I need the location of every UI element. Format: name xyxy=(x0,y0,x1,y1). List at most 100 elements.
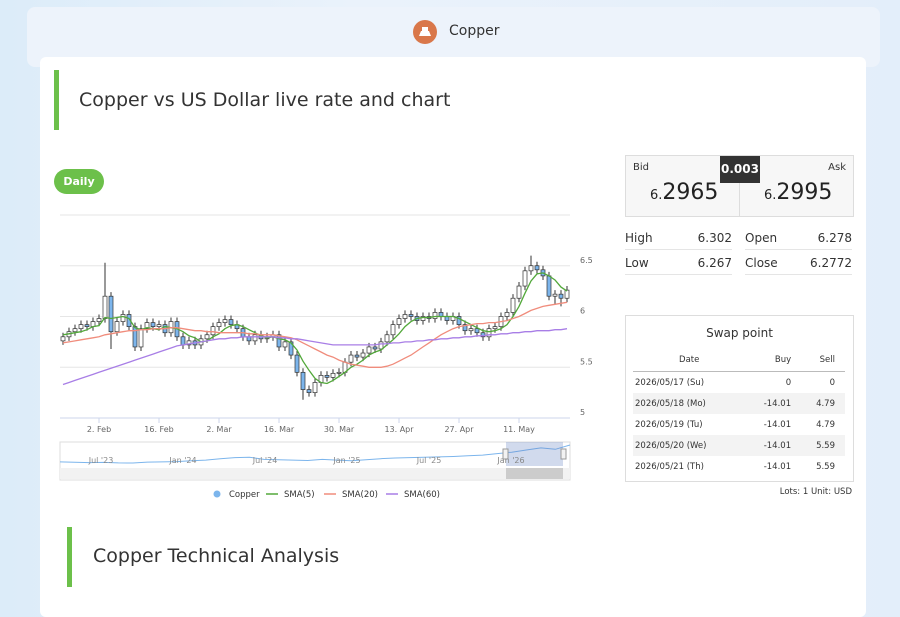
candle-body xyxy=(60,336,66,342)
candle-body xyxy=(72,328,78,333)
navigator-label: Jul '24 xyxy=(252,456,278,465)
y-tick-label: 5 xyxy=(580,408,585,417)
candle-body xyxy=(390,324,396,336)
stat-value: 6.302 xyxy=(697,231,732,245)
navigator-label: Jan '24 xyxy=(168,456,196,465)
swap-row: 2026/05/20 (We) -14.01 5.59 xyxy=(633,435,845,456)
candle-body xyxy=(456,316,462,325)
stat-label: Low xyxy=(625,256,649,270)
candle-body xyxy=(354,354,360,358)
legend-label[interactable]: SMA(60) xyxy=(404,490,440,500)
navigator-label: Jan '25 xyxy=(332,456,360,465)
legend-label[interactable]: Copper xyxy=(229,490,260,500)
candle-body xyxy=(408,314,414,317)
candle-body xyxy=(312,382,318,393)
swap-cell: 5.59 xyxy=(801,435,845,456)
candle-body xyxy=(462,324,468,332)
candle-body xyxy=(546,275,552,297)
candle-body xyxy=(558,293,564,299)
copper-icon xyxy=(413,20,437,44)
swap-cell: 0 xyxy=(829,377,835,388)
ask-panel: Ask 6.2995 xyxy=(740,156,853,216)
candle-body xyxy=(564,289,570,299)
candle-body xyxy=(330,372,336,378)
x-tick-label: 30. Mar xyxy=(324,425,355,434)
candle-body xyxy=(102,295,108,319)
stat-value: 6.278 xyxy=(817,231,852,245)
swap-cell: 0 xyxy=(785,377,792,388)
swap-title: Swap point xyxy=(706,326,773,340)
navigator-label: Jul '25 xyxy=(416,456,442,465)
navigator-handle xyxy=(502,448,509,460)
candle-body xyxy=(294,354,300,373)
accent-bar xyxy=(54,70,59,130)
candle-body xyxy=(120,314,126,322)
section-title: Copper Technical Analysis xyxy=(93,545,340,567)
navigator-label: Jan '26 xyxy=(496,456,524,465)
stat-label: Open xyxy=(745,231,778,245)
y-tick-label: 6 xyxy=(580,307,585,316)
navigator-window xyxy=(506,442,563,466)
legend-label[interactable]: SMA(20) xyxy=(342,490,378,500)
navigator-handle xyxy=(560,448,567,460)
candle-body xyxy=(522,270,528,287)
x-tick-label: 16. Mar xyxy=(264,425,295,434)
swap-cell: 2026/05/20 (We) xyxy=(633,435,745,456)
navigator-frame xyxy=(59,441,571,481)
candle-body xyxy=(510,297,516,313)
candle-body xyxy=(372,346,378,350)
candle-body xyxy=(534,265,540,271)
swap-cell: -14.01 xyxy=(744,393,802,414)
candle-body xyxy=(474,328,480,334)
stat-label: High xyxy=(625,231,653,245)
stat-value: 6.2772 xyxy=(810,256,852,270)
swap-cell: 2026/05/17 (Su) xyxy=(635,377,705,388)
swap-row: 2026/05/17 (Su) 0 0 xyxy=(633,372,845,394)
sma-line xyxy=(62,328,568,386)
candle-body xyxy=(324,375,330,378)
scrollbar-thumb xyxy=(506,468,563,479)
legend-marker xyxy=(213,490,221,498)
candle-body xyxy=(180,336,186,346)
navigator-label: Jul '23 xyxy=(88,456,114,465)
period-button[interactable]: Daily xyxy=(54,169,104,194)
x-tick-label: 11. May xyxy=(503,425,535,434)
ask-label: Ask xyxy=(828,162,846,173)
candle-body xyxy=(528,265,534,272)
candle-body xyxy=(480,332,486,338)
candle-body xyxy=(492,326,498,330)
candle-body xyxy=(96,318,102,322)
candle-body xyxy=(216,322,222,327)
swap-cell: -14.01 xyxy=(763,461,792,472)
candle-body xyxy=(114,321,120,333)
bid-lead: 6. xyxy=(650,188,663,203)
swap-cell: 4.79 xyxy=(816,419,835,430)
bid-price: 6.2965 xyxy=(650,180,718,205)
legend-label[interactable]: SMA(5) xyxy=(284,490,315,500)
candle-body xyxy=(78,324,84,330)
sma-line xyxy=(62,272,568,385)
header-title: Copper xyxy=(449,23,500,39)
navigator-line xyxy=(59,444,571,464)
x-tick-label: 13. Apr xyxy=(384,425,414,434)
stat-row: Low 6.267 xyxy=(625,252,732,275)
candle-body xyxy=(366,346,372,354)
candle-body xyxy=(486,328,492,338)
column-header: Buy xyxy=(744,348,802,372)
candle-body xyxy=(306,389,312,393)
stat-row: Close 6.2772 xyxy=(745,252,852,275)
candle-body xyxy=(552,293,558,297)
x-tick-label: 2. Mar xyxy=(206,425,232,434)
candle-body xyxy=(108,295,114,333)
ask-price: 6.2995 xyxy=(764,180,832,205)
chart: 5 5.5 6 6.5 2. Feb 16. Feb 2. Mar 16. Mar 30. Ma… xyxy=(59,214,593,500)
scrollbar xyxy=(60,468,570,479)
swap-table: Date Buy Sell 2026/05/17 (Su) 0 0 2026/05/18 (… xyxy=(633,348,845,477)
swap-row: 2026/05/21 (Th) -14.01 5.59 xyxy=(633,456,845,477)
candle-body xyxy=(150,322,156,327)
y-tick-label: 6.5 xyxy=(580,256,593,265)
ask-main: 2995 xyxy=(776,180,833,205)
stat-row: Open 6.278 xyxy=(745,227,852,250)
candle-body xyxy=(222,319,228,323)
sma-line xyxy=(62,301,568,368)
